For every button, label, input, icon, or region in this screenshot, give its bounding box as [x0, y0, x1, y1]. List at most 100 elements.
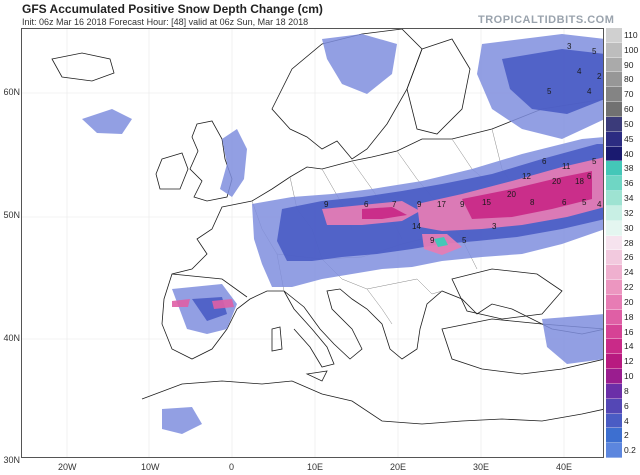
- snow-label: 20: [507, 190, 516, 199]
- legend-swatch: [606, 42, 622, 58]
- ireland-outline: [155, 152, 189, 190]
- snow-label: 6: [364, 200, 369, 209]
- lon-label-20w: 20W: [58, 462, 77, 472]
- legend-swatch: [606, 443, 622, 458]
- snow-label: 14: [412, 222, 421, 231]
- legend-label: 32: [624, 207, 634, 218]
- legend-row: 2: [605, 428, 640, 444]
- legend-row: 40: [605, 146, 640, 162]
- color-scale-legend: 110 100 90 80 70 60 50 45 40 38 36 34 32 30 28 26 24 22 20…: [605, 28, 640, 458]
- snow-label: 18: [575, 177, 584, 186]
- snow-label: 6: [562, 198, 567, 207]
- forecast-map: 3 5 4 2 5 4 5 6 6 11 12 20 18 20 15 8 5 …: [21, 28, 604, 458]
- legend-swatch: [606, 383, 622, 399]
- legend-label: 38: [624, 163, 634, 174]
- snow-label: 17: [437, 200, 446, 209]
- snow-label: 20: [552, 177, 561, 186]
- legend-swatch: [606, 161, 622, 177]
- snow-label: 6: [542, 157, 547, 166]
- snow-label: 5: [592, 157, 597, 166]
- legend-row: 34: [605, 191, 640, 206]
- legend-swatch: [606, 28, 622, 43]
- snow-label: 4: [577, 67, 582, 76]
- legend-row: 8: [605, 383, 640, 399]
- snow-label: 15: [482, 198, 491, 207]
- snow-label: 3: [492, 222, 497, 231]
- legend-row: 36: [605, 176, 640, 192]
- legend-swatch: [606, 339, 622, 355]
- legend-row: 38: [605, 161, 640, 177]
- legend-row: 12: [605, 354, 640, 370]
- map-subtitle: Init: 06z Mar 16 2018 Forecast Hour: [48…: [22, 17, 309, 27]
- legend-row: 80: [605, 72, 640, 88]
- snow-label: 12: [522, 172, 531, 181]
- lon-label-40e: 40E: [556, 462, 573, 472]
- legend-swatch: [606, 294, 622, 310]
- snow-label: 7: [392, 200, 397, 209]
- legend-swatch: [606, 250, 622, 266]
- legend-label: 70: [624, 89, 634, 100]
- legend-label: 20: [624, 296, 634, 307]
- continent-outline: [161, 98, 603, 360]
- snow-label: 8: [530, 198, 535, 207]
- lat-label-30n: 30N: [3, 455, 20, 465]
- lat-label-60n: 60N: [3, 87, 20, 97]
- lat-label-40n: 40N: [3, 333, 20, 343]
- legend-row: 110: [605, 28, 640, 43]
- snow-value-labels: 3 5 4 2 5 4 5 6 6 11 12 20 18 20 15 8 5 …: [324, 42, 602, 245]
- snow-label: 5: [582, 198, 587, 207]
- north-africa-outline: [141, 380, 603, 425]
- header-bar: GFS Accumulated Positive Snow Depth Chan…: [0, 0, 640, 28]
- finland-outline: [406, 38, 471, 135]
- legend-swatch: [606, 398, 622, 414]
- map-title: GFS Accumulated Positive Snow Depth Chan…: [22, 2, 323, 16]
- legend-row: 45: [605, 131, 640, 147]
- legend-label: 30: [624, 222, 634, 233]
- legend-label: 8: [624, 385, 629, 396]
- snow-label: 9: [460, 200, 465, 209]
- legend-swatch: [606, 116, 622, 132]
- brand-watermark: TROPICALTIDBITS.COM: [478, 14, 615, 26]
- legend-row: 28: [605, 235, 640, 251]
- legend-swatch: [606, 146, 622, 162]
- legend-swatch: [606, 57, 622, 73]
- legend-row: 20: [605, 294, 640, 310]
- legend-label: 14: [624, 341, 634, 352]
- legend-swatch: [606, 369, 622, 384]
- snow-label: 5: [462, 236, 467, 245]
- legend-swatch: [606, 102, 622, 117]
- snow-label: 9: [430, 236, 435, 245]
- legend-label: 80: [624, 74, 634, 85]
- legend-label: 16: [624, 326, 634, 337]
- legend-row: 18: [605, 309, 640, 325]
- snow-core-band: [362, 171, 592, 219]
- legend-swatch: [606, 354, 622, 370]
- legend-label: 12: [624, 356, 634, 367]
- legend-label: 100: [624, 44, 639, 55]
- snow-label: 5: [547, 87, 552, 96]
- legend-row: 22: [605, 280, 640, 295]
- snow-label: 4: [597, 200, 602, 209]
- lon-label-20e: 20E: [390, 462, 407, 472]
- legend-row: 14: [605, 339, 640, 355]
- legend-label: 4: [624, 415, 629, 426]
- black-sea-outline: [451, 268, 563, 320]
- snow-label: 9: [324, 200, 329, 209]
- legend-row: 90: [605, 57, 640, 73]
- lon-label-30e: 30E: [473, 462, 490, 472]
- snow-label: 3: [567, 42, 572, 51]
- iberia-outline: [171, 273, 248, 298]
- legend-swatch: [606, 428, 622, 444]
- legend-row: 60: [605, 102, 640, 117]
- lon-label-0: 0: [229, 462, 235, 472]
- legend-label: 45: [624, 133, 634, 144]
- iceland-outline: [51, 52, 115, 82]
- legend-row: 24: [605, 265, 640, 281]
- legend-swatch: [606, 265, 622, 281]
- legend-row: 16: [605, 324, 640, 340]
- snow-label: 6: [587, 172, 592, 181]
- snow-label: 5: [592, 47, 597, 56]
- snow-label: 4: [587, 87, 592, 96]
- sardinia-outline: [271, 326, 283, 352]
- legend-label: 18: [624, 311, 634, 322]
